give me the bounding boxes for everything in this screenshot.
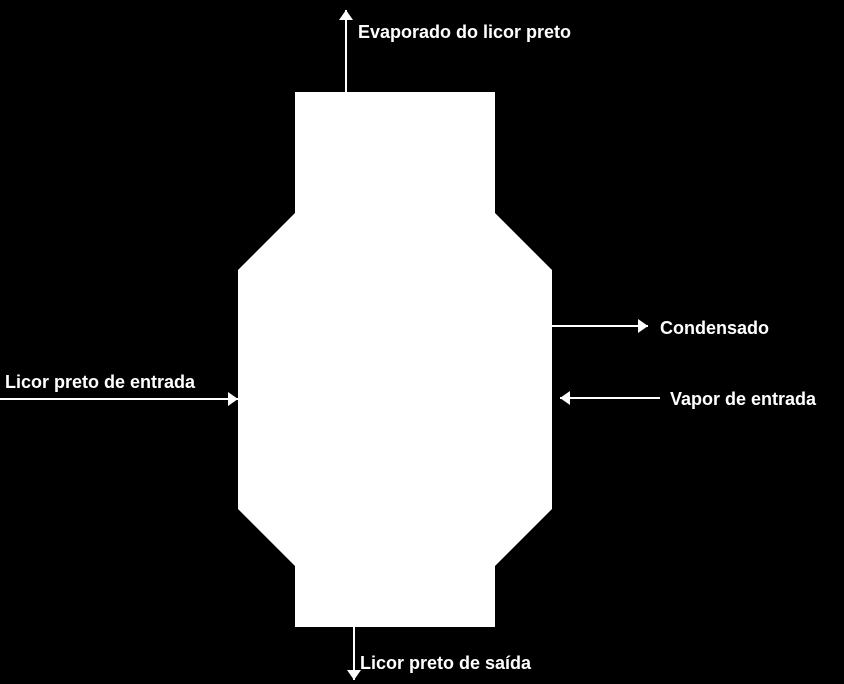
evaporator-vessel xyxy=(238,92,552,627)
label-left: Licor preto de entrada xyxy=(5,372,195,393)
label-right-lower: Vapor de entrada xyxy=(670,389,816,410)
diagram-svg xyxy=(0,0,844,684)
label-top: Evaporado do licor preto xyxy=(358,22,571,43)
label-right-upper: Condensado xyxy=(660,318,769,339)
label-bottom: Licor preto de saída xyxy=(360,653,531,674)
